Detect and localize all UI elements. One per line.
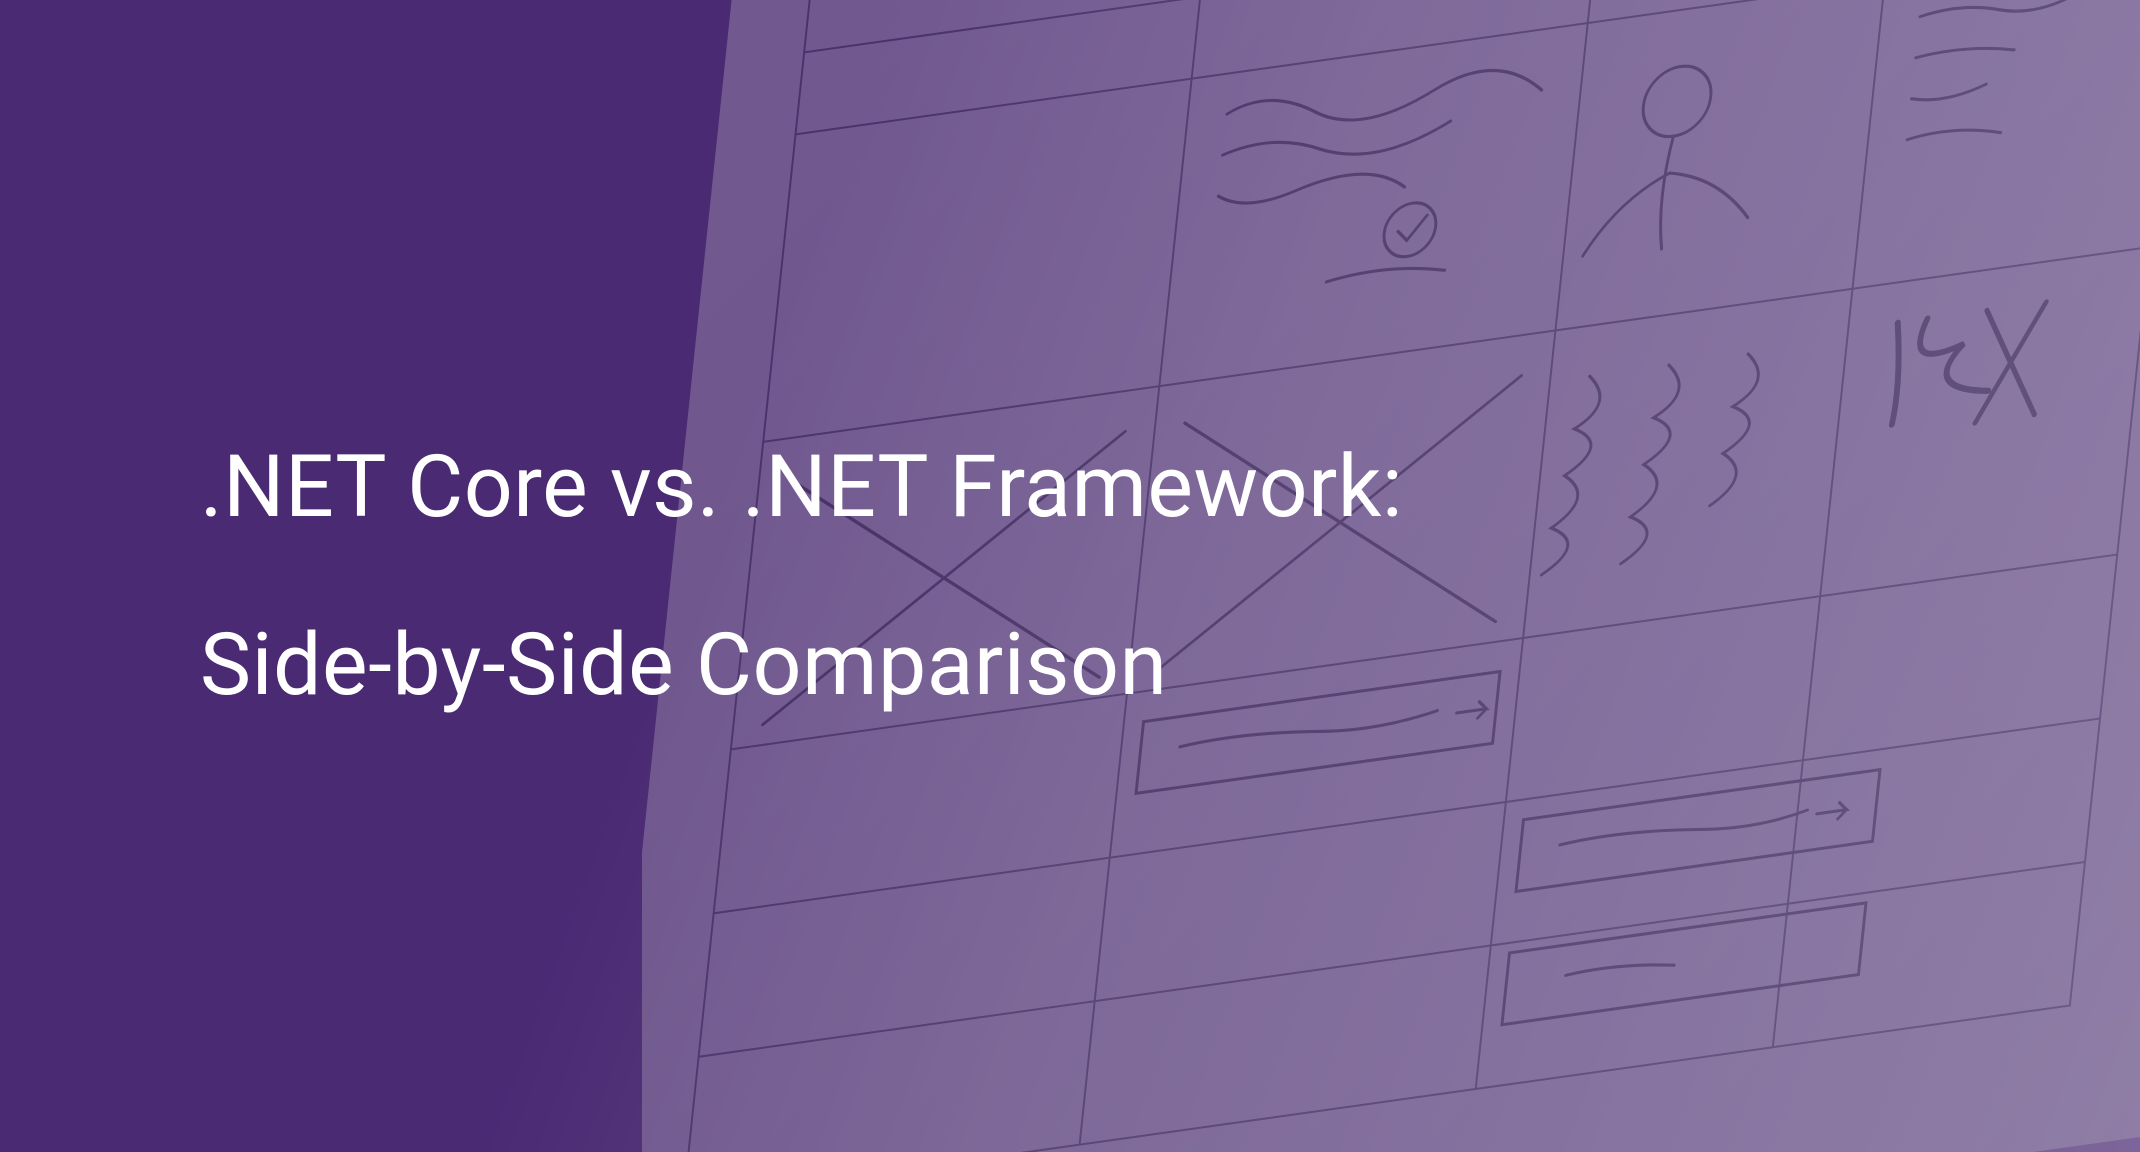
title-line-1: .NET Core vs. .NET Framework: (200, 418, 1403, 556)
title-container: .NET Core vs. .NET Framework: Side-by-Si… (200, 418, 1403, 733)
hero-banner: .NET Core vs. .NET Framework: Side-by-Si… (0, 0, 2140, 1152)
title-line-2: Side-by-Side Comparison (200, 596, 1403, 734)
